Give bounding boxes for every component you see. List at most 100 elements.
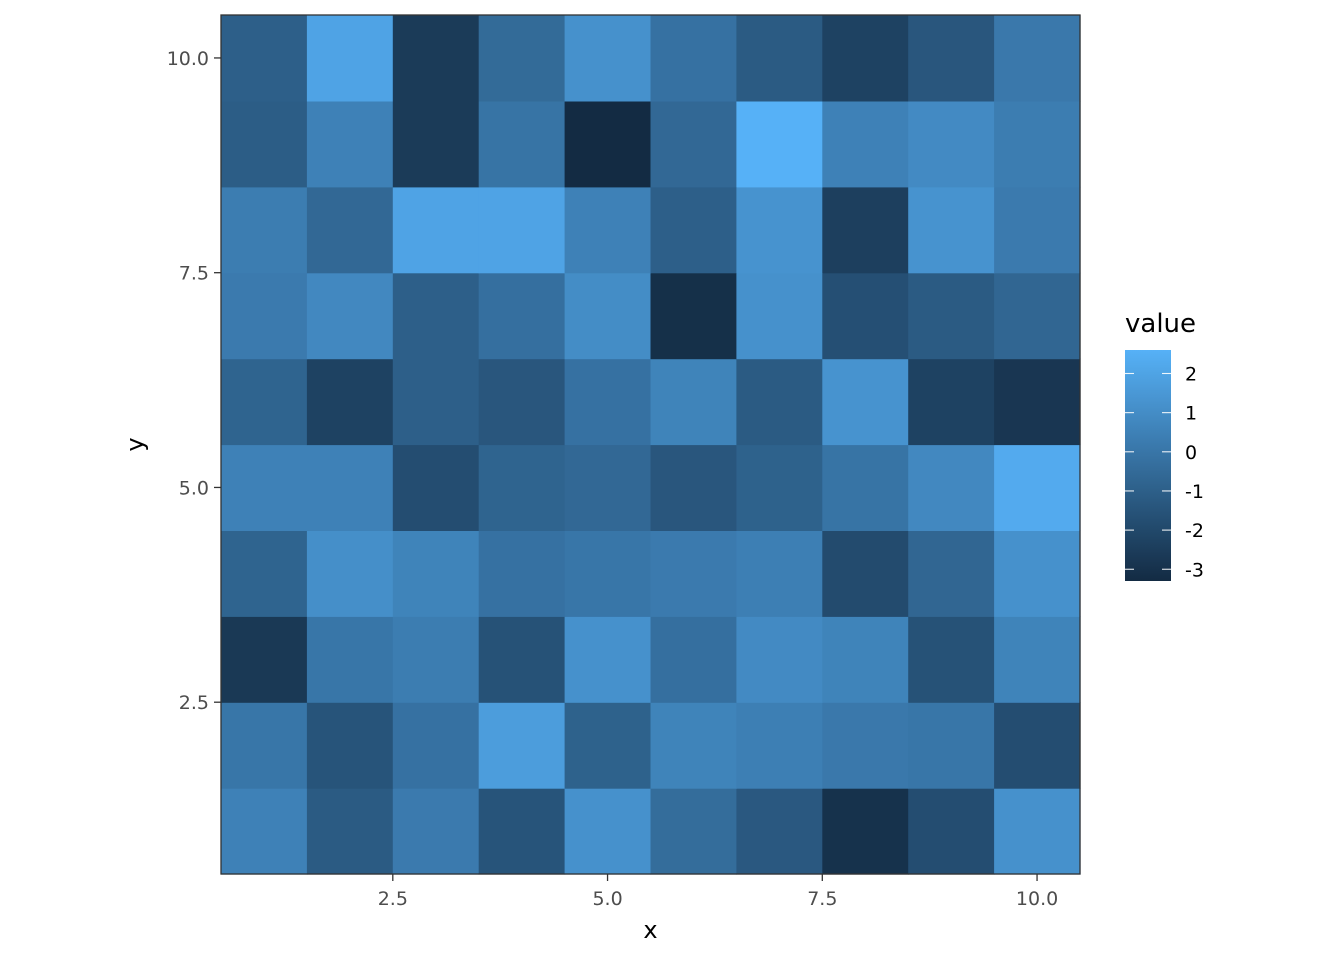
heatmap-tile: [650, 15, 737, 102]
panel-border: [220, 14, 1081, 875]
heatmap-tile: [478, 272, 566, 360]
heatmap-tile: [306, 15, 394, 102]
heatmap-tile: [392, 788, 480, 875]
heatmap-tile: [822, 272, 909, 360]
heatmap-tile: [478, 444, 566, 531]
heatmap-tile: [650, 272, 737, 360]
heatmap-tile: [306, 186, 394, 274]
heatmap-tile: [306, 530, 394, 617]
heatmap-tile: [650, 358, 737, 446]
heatmap-tile: [478, 788, 566, 875]
heatmap-tile: [822, 530, 909, 617]
heatmap-tile: [650, 444, 737, 531]
heatmap-tile: [478, 186, 566, 274]
heatmap-tile: [306, 272, 394, 360]
x-tick-label: 10.0: [1016, 888, 1058, 910]
heatmap-tile: [994, 530, 1081, 617]
heatmap-tile: [221, 272, 308, 360]
heatmap-tiles: [221, 15, 1081, 875]
y-axis: 2.5 5.0 7.5 10.0: [167, 48, 221, 714]
legend-title: value: [1125, 309, 1196, 339]
heatmap-tile: [392, 186, 480, 274]
x-tick-label: 7.5: [807, 888, 837, 910]
heatmap-tile: [564, 15, 652, 102]
heatmap-tile: [478, 702, 566, 789]
legend-label: -3: [1185, 559, 1204, 581]
heatmap-tile: [306, 788, 394, 875]
heatmap-tile: [822, 100, 909, 188]
heatmap-tile: [306, 444, 394, 531]
heatmap-tile: [306, 100, 394, 188]
heatmap-tile: [822, 788, 909, 875]
legend-label: -1: [1185, 481, 1204, 503]
heatmap-tile: [478, 15, 566, 102]
heatmap-tile: [994, 702, 1081, 789]
heatmap-tile: [221, 530, 308, 617]
heatmap-tile: [221, 15, 308, 102]
heatmap-tile: [736, 702, 823, 789]
heatmap-tile: [908, 788, 995, 875]
heatmap-tile: [306, 702, 394, 789]
legend: value 2 1 0 -1 -2 -3: [1125, 309, 1204, 581]
legend-colorbar: [1125, 350, 1171, 581]
y-tick-label: 7.5: [179, 263, 209, 285]
heatmap-tile: [736, 15, 823, 102]
heatmap-tile: [736, 358, 823, 446]
heatmap-tile: [736, 100, 823, 188]
legend-label: 0: [1185, 442, 1197, 464]
legend-label: 2: [1185, 363, 1197, 385]
heatmap-tile: [650, 186, 737, 274]
heatmap-tile: [822, 444, 909, 531]
heatmap-tile: [392, 15, 480, 102]
heatmap-tile: [994, 272, 1081, 360]
heatmap-tile: [564, 616, 652, 703]
heatmap-tile: [908, 702, 995, 789]
heatmap-tile: [908, 100, 995, 188]
heatmap-tile: [822, 616, 909, 703]
heatmap-tile: [478, 530, 566, 617]
heatmap-tile: [392, 444, 480, 531]
heatmap-tile: [908, 530, 995, 617]
heatmap-tile: [994, 186, 1081, 274]
heatmap-tile: [736, 186, 823, 274]
heatmap-tile: [908, 358, 995, 446]
heatmap-tile: [994, 788, 1081, 875]
heatmap-tile: [736, 272, 823, 360]
heatmap-tile: [736, 788, 823, 875]
heatmap-tile: [306, 358, 394, 446]
legend-label: 1: [1185, 403, 1197, 425]
heatmap-tile: [392, 702, 480, 789]
heatmap-tile: [392, 530, 480, 617]
heatmap-tile: [478, 100, 566, 188]
heatmap-tile: [564, 444, 652, 531]
heatmap-tile: [822, 186, 909, 274]
x-tick-label: 2.5: [378, 888, 408, 910]
y-tick-label: 5.0: [179, 477, 209, 499]
heatmap-tile: [822, 702, 909, 789]
heatmap-tile: [564, 702, 652, 789]
x-axis-title: x: [643, 916, 657, 944]
heatmap-tile: [392, 100, 480, 188]
heatmap-tile: [306, 616, 394, 703]
legend-ticks: 2 1 0 -1 -2 -3: [1125, 363, 1204, 581]
heatmap-tile: [994, 100, 1081, 188]
heatmap-tile: [736, 616, 823, 703]
heatmap-tile: [392, 616, 480, 703]
y-tick-label: 10.0: [167, 48, 209, 70]
heatmap-tile: [564, 272, 652, 360]
x-tick-label: 5.0: [592, 888, 622, 910]
heatmap-tile: [221, 616, 308, 703]
heatmap-tile: [564, 788, 652, 875]
heatmap-tile: [994, 444, 1081, 531]
heatmap-tile: [564, 100, 652, 188]
heatmap-tile: [221, 702, 308, 789]
heatmap-tile: [908, 15, 995, 102]
heatmap-tile: [564, 358, 652, 446]
heatmap-tile: [994, 616, 1081, 703]
heatmap-tile: [994, 358, 1081, 446]
legend-label: -2: [1185, 520, 1204, 542]
x-axis: 2.5 5.0 7.5 10.0: [378, 874, 1058, 910]
heatmap-tile: [908, 616, 995, 703]
heatmap-tile: [736, 444, 823, 531]
